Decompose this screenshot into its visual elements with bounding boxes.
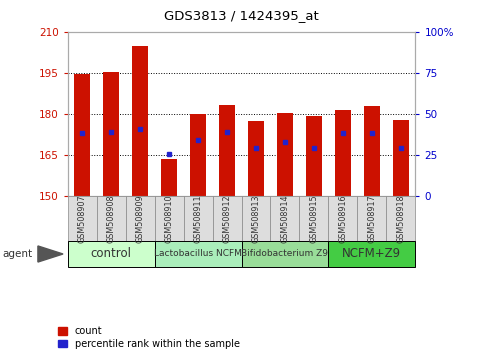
Bar	[132, 46, 148, 196]
Bar	[190, 114, 206, 196]
Bar	[306, 115, 322, 196]
Text: NCFM+Z9: NCFM+Z9	[342, 247, 401, 261]
Text: GSM508916: GSM508916	[339, 194, 347, 243]
Text: GSM508918: GSM508918	[397, 194, 405, 243]
Text: Bifidobacterium Z9: Bifidobacterium Z9	[242, 250, 328, 258]
Text: agent: agent	[2, 249, 32, 259]
Bar	[393, 120, 409, 196]
Text: GSM508912: GSM508912	[223, 194, 231, 243]
Bar	[161, 159, 177, 196]
Text: GSM508911: GSM508911	[194, 194, 202, 243]
Bar	[103, 72, 119, 196]
Text: GSM508914: GSM508914	[281, 194, 289, 243]
Text: GSM508910: GSM508910	[165, 194, 173, 243]
Text: GSM508909: GSM508909	[136, 194, 144, 243]
Text: Lactobacillus NCFM: Lactobacillus NCFM	[154, 250, 242, 258]
Polygon shape	[38, 246, 63, 262]
Legend: count, percentile rank within the sample: count, percentile rank within the sample	[58, 326, 240, 349]
Bar	[219, 104, 235, 196]
Bar	[335, 110, 351, 196]
Text: GSM508907: GSM508907	[78, 194, 86, 243]
Text: GDS3813 / 1424395_at: GDS3813 / 1424395_at	[164, 9, 319, 22]
Text: GSM508908: GSM508908	[107, 194, 115, 243]
Bar	[364, 106, 380, 196]
Bar	[277, 113, 293, 196]
Text: GSM508917: GSM508917	[368, 194, 376, 243]
Text: GSM508913: GSM508913	[252, 194, 260, 243]
Text: control: control	[91, 247, 131, 261]
Bar	[248, 121, 264, 196]
Text: GSM508915: GSM508915	[310, 194, 318, 243]
Bar	[74, 74, 90, 196]
